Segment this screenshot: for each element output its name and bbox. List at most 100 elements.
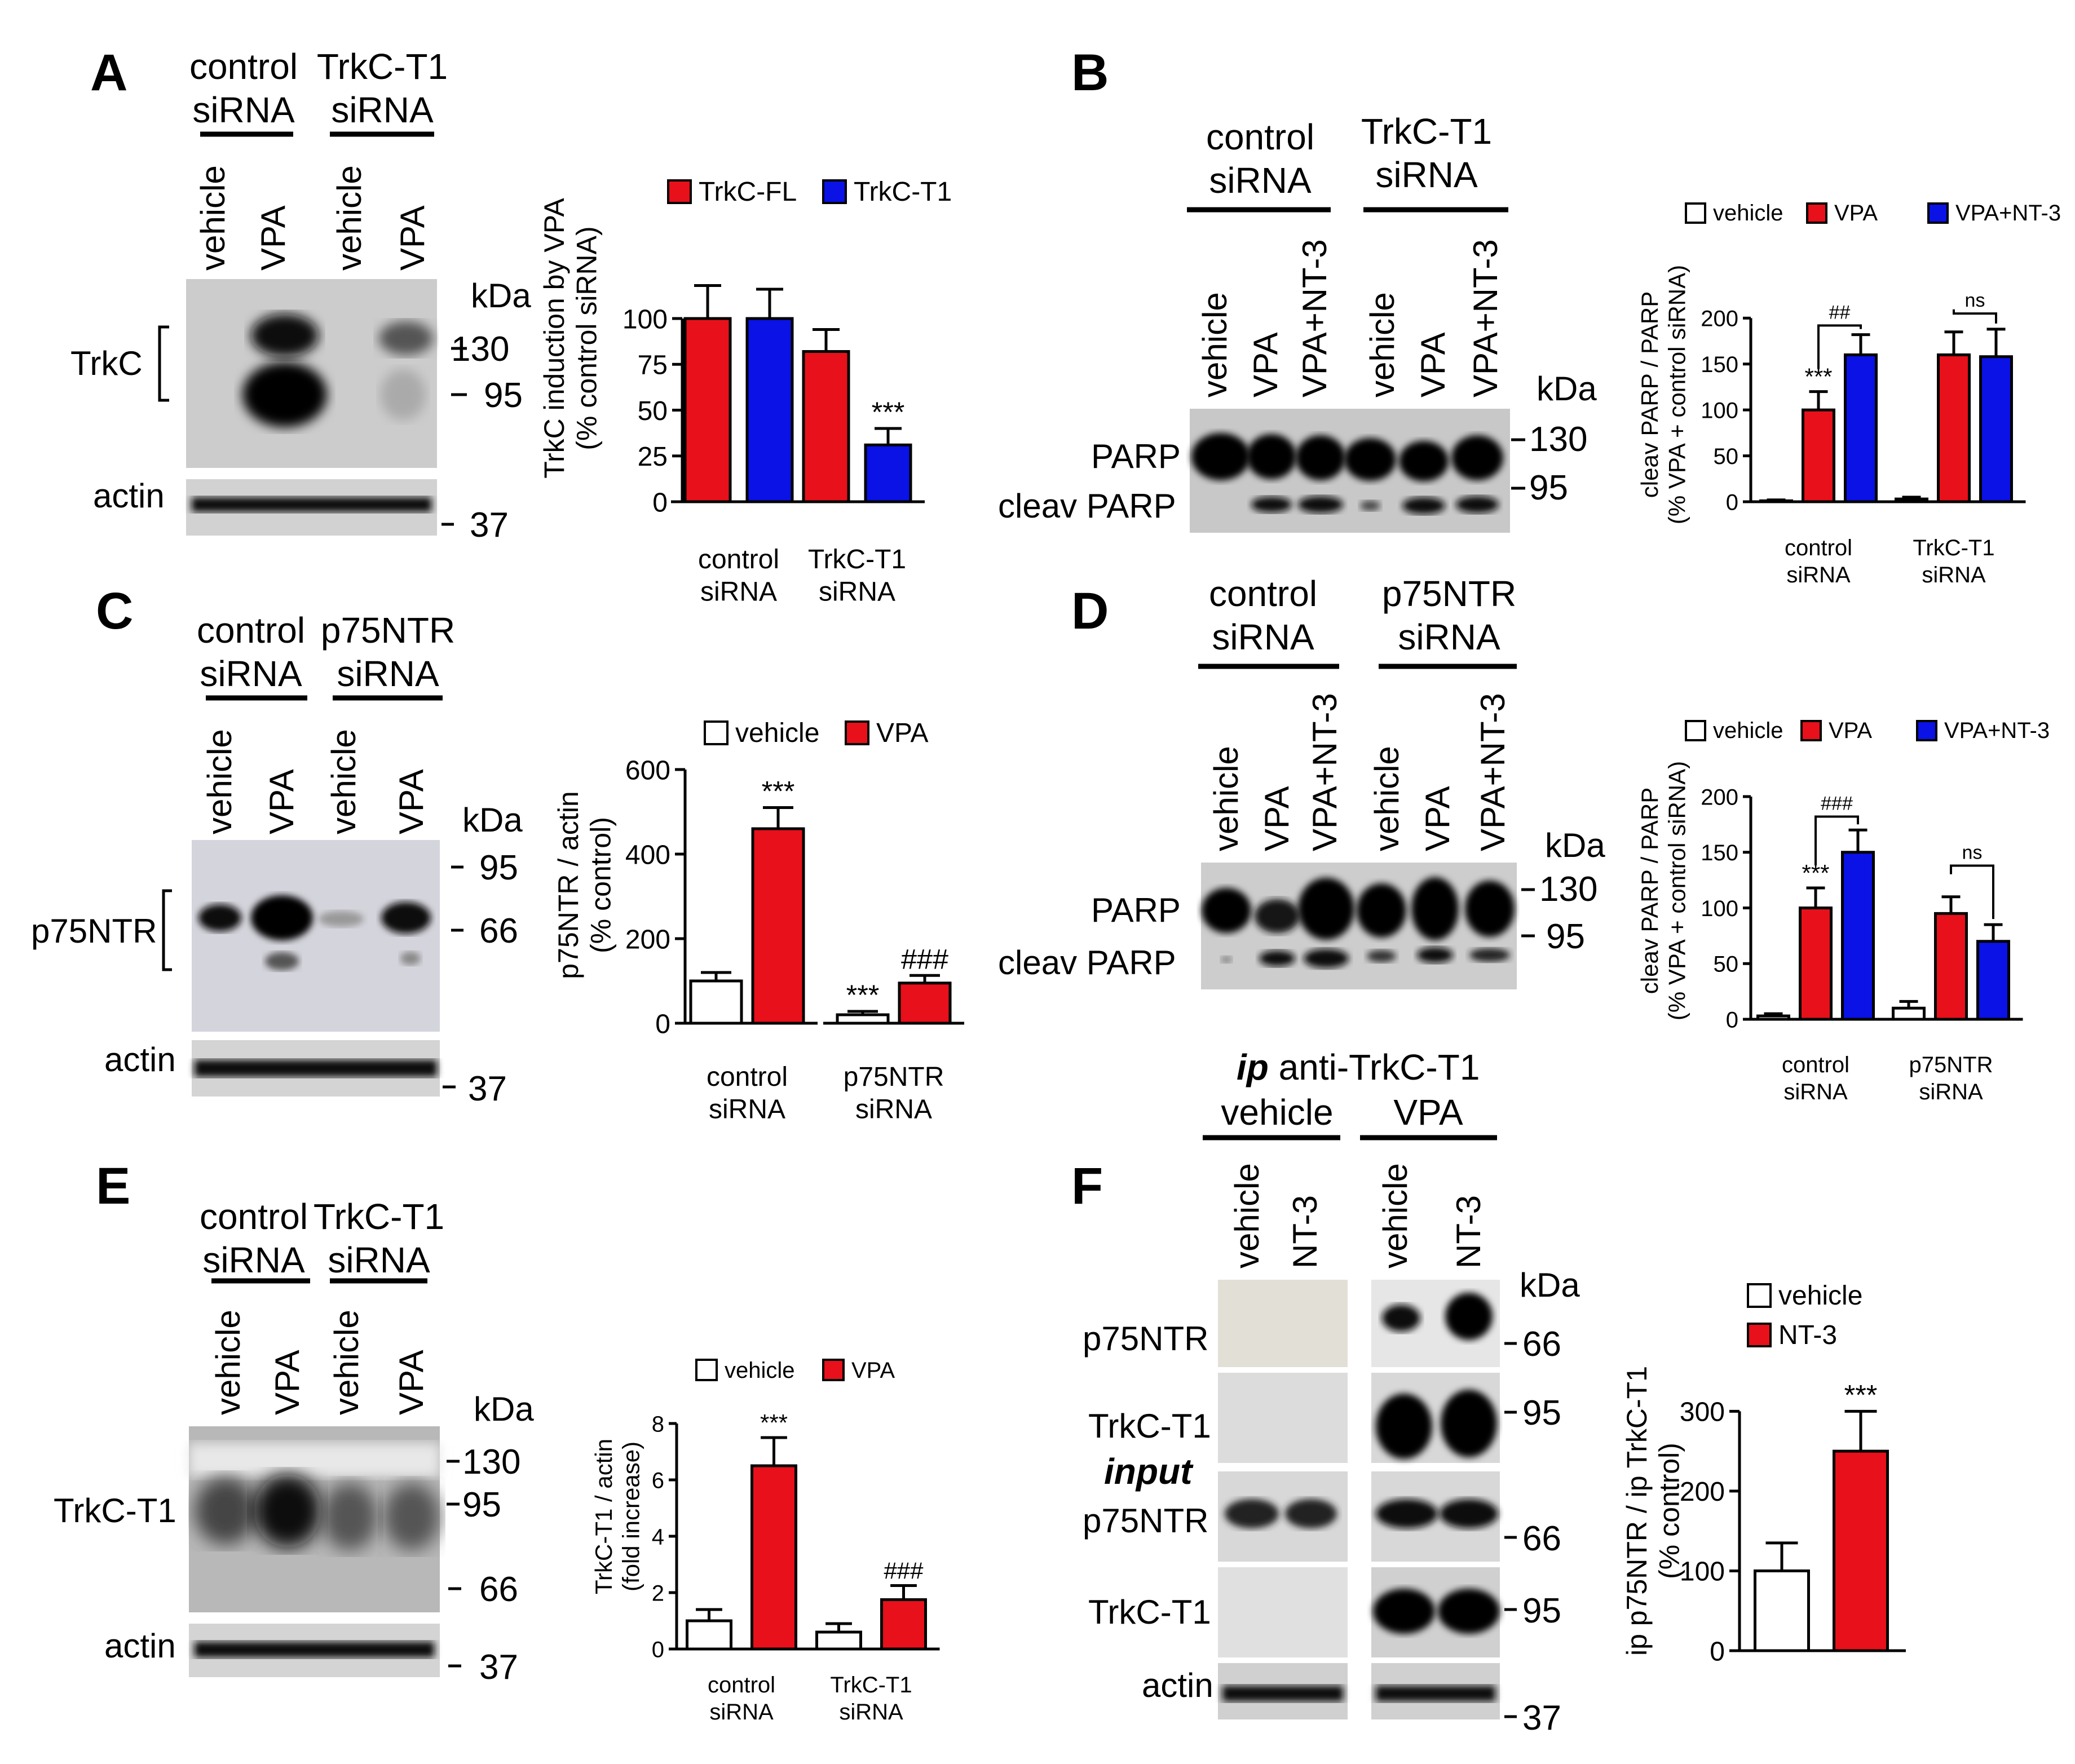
panel-d-blot — [1201, 863, 1517, 989]
bar-VPA — [1802, 408, 1835, 503]
panel-e-label: E — [96, 1157, 130, 1215]
significance-label: *** — [872, 396, 905, 428]
panel-f-band — [1376, 1499, 1438, 1528]
panel-c-row-label: p75NTR — [31, 912, 157, 950]
panel-a-band — [192, 497, 431, 512]
significance-label: ns — [1962, 842, 1983, 863]
significance-label: ### — [1821, 793, 1853, 815]
panel-d-kda: kDa — [1545, 826, 1605, 864]
panel-f-ip-prefix: ip — [1237, 1047, 1269, 1087]
panel-f-band — [1376, 1394, 1432, 1459]
legend-label: VPA — [851, 1358, 895, 1383]
panel-f-band — [1382, 1305, 1420, 1332]
panel-c-lane: vehicle — [201, 729, 239, 834]
panel-f-lane: NT-3 — [1286, 1195, 1324, 1268]
panel-c-label: C — [96, 582, 133, 640]
panel-a-band — [381, 369, 426, 420]
bar-VPA — [1799, 907, 1833, 1021]
category-label: p75NTR siRNA — [1909, 1053, 1993, 1104]
y-tick-label: 0 — [652, 1637, 664, 1662]
panel-f-band — [1373, 1589, 1435, 1634]
legend-swatch-vehicle — [1685, 720, 1706, 741]
panel-c-group-1: control siRNA — [197, 610, 305, 694]
significance-label: *** — [762, 775, 795, 807]
panel-e-kda: kDa — [474, 1390, 534, 1428]
panel-d-band — [1417, 947, 1453, 963]
panel-e-band — [383, 1483, 440, 1550]
y-tick-label: 200 — [1701, 785, 1738, 810]
legend-label: vehicle — [735, 718, 819, 748]
panel-f-kda: kDa — [1520, 1266, 1580, 1304]
panel-f-band — [1441, 1390, 1497, 1457]
legend-swatch-vehicle — [1747, 1283, 1772, 1308]
bar-VPA+NT-3 — [1979, 355, 2013, 503]
panel-f-blot — [1218, 1280, 1348, 1367]
y-tick-label: 75 — [638, 351, 668, 381]
panel-d-marker: 130 — [1539, 870, 1597, 909]
panel-d-band — [1298, 878, 1354, 940]
y-tick-label: 400 — [625, 840, 670, 870]
panel-e-row-label: TrkC-T1 — [54, 1492, 176, 1529]
panel-f-group-1: vehicle — [1221, 1092, 1333, 1133]
panel-d-band — [1367, 950, 1396, 962]
significance-label: *** — [1844, 1378, 1878, 1411]
y-tick-label: 25 — [638, 442, 668, 472]
panel-e-marker: 66 — [479, 1570, 518, 1609]
panel-f-band — [1376, 1686, 1495, 1701]
panel-d-band — [1202, 888, 1251, 933]
panel-a-group-2: TrkC-T1 siRNA — [317, 46, 448, 130]
panel-a-band — [379, 321, 433, 355]
panel-b-band — [1399, 441, 1449, 481]
panel-f-ip-title: ip anti-TrkC-T1 — [1237, 1047, 1480, 1087]
panel-a: A control siRNA TrkC-T1 siRNA vehicle VPA … — [70, 44, 952, 607]
panel-f-band — [1438, 1589, 1500, 1634]
panel-c-row-label: actin — [104, 1041, 176, 1078]
bar-vehicle — [686, 1619, 732, 1651]
panel-d-lane: VPA+NT-3 — [1474, 693, 1512, 851]
panel-a-band — [242, 362, 327, 427]
panel-f-marker: 37 — [1522, 1699, 1561, 1738]
legend-swatch-TrkC-T1 — [822, 179, 847, 204]
panel-f-row-label: TrkC-T1 — [1088, 1407, 1211, 1445]
y-tick-label: 200 — [1680, 1477, 1725, 1507]
panel-b-group-1: control siRNA — [1206, 117, 1314, 201]
legend-label: vehicle — [1713, 201, 1783, 226]
significance-bracket — [1953, 309, 1997, 324]
y-tick-label: 50 — [1714, 444, 1739, 469]
legend-label: VPA — [876, 718, 928, 748]
panel-c-band — [198, 904, 241, 931]
significance-bracket — [1817, 324, 1862, 369]
panel-d-row-label: PARP — [1091, 891, 1181, 929]
panel-b-lane: vehicle — [1363, 292, 1401, 397]
panel-f-marker: 95 — [1522, 1394, 1561, 1433]
legend-swatch-TrkC-FL — [667, 179, 692, 204]
y-tick-label: 100 — [622, 304, 668, 334]
bar-VPA+NT-3 — [1976, 940, 2010, 1021]
legend-label: VPA — [1834, 201, 1878, 226]
legend-swatch-VPA — [845, 720, 869, 745]
legend-swatch-VPA — [1806, 202, 1827, 224]
panel-b-band — [1247, 434, 1296, 479]
legend-label: TrkC-FL — [699, 177, 797, 207]
panel-d-bar-chart: 0 50 100 150 200 cleav PARP / PARP(% VPA + co… — [1636, 718, 2050, 1104]
category-label: control siRNA — [708, 1673, 775, 1725]
legend-label: VPA+NT-3 — [1955, 201, 2061, 226]
panel-e-group-2: TrkC-T1 siRNA — [314, 1196, 444, 1280]
y-tick-label: 100 — [1701, 896, 1738, 921]
panel-b-band — [1456, 496, 1499, 513]
panel-c-marker: 95 — [479, 848, 518, 887]
panel-a-row-label: TrkC — [70, 344, 143, 382]
panel-c-band — [195, 1060, 437, 1077]
panel-d-lane: VPA — [1419, 786, 1456, 851]
panel-e-lane: vehicle — [209, 1310, 247, 1415]
panel-f-row-label: TrkC-T1 — [1088, 1593, 1211, 1631]
y-tick-label: 0 — [1726, 1007, 1738, 1032]
panel-e-marker: 95 — [462, 1486, 501, 1524]
bar-vehicle — [1892, 1006, 1926, 1021]
panel-f-blot — [1218, 1373, 1348, 1463]
legend-label: NT-3 — [1778, 1320, 1837, 1350]
panel-b-kda: kDa — [1537, 370, 1597, 408]
panel-e-marker: 130 — [462, 1443, 520, 1482]
